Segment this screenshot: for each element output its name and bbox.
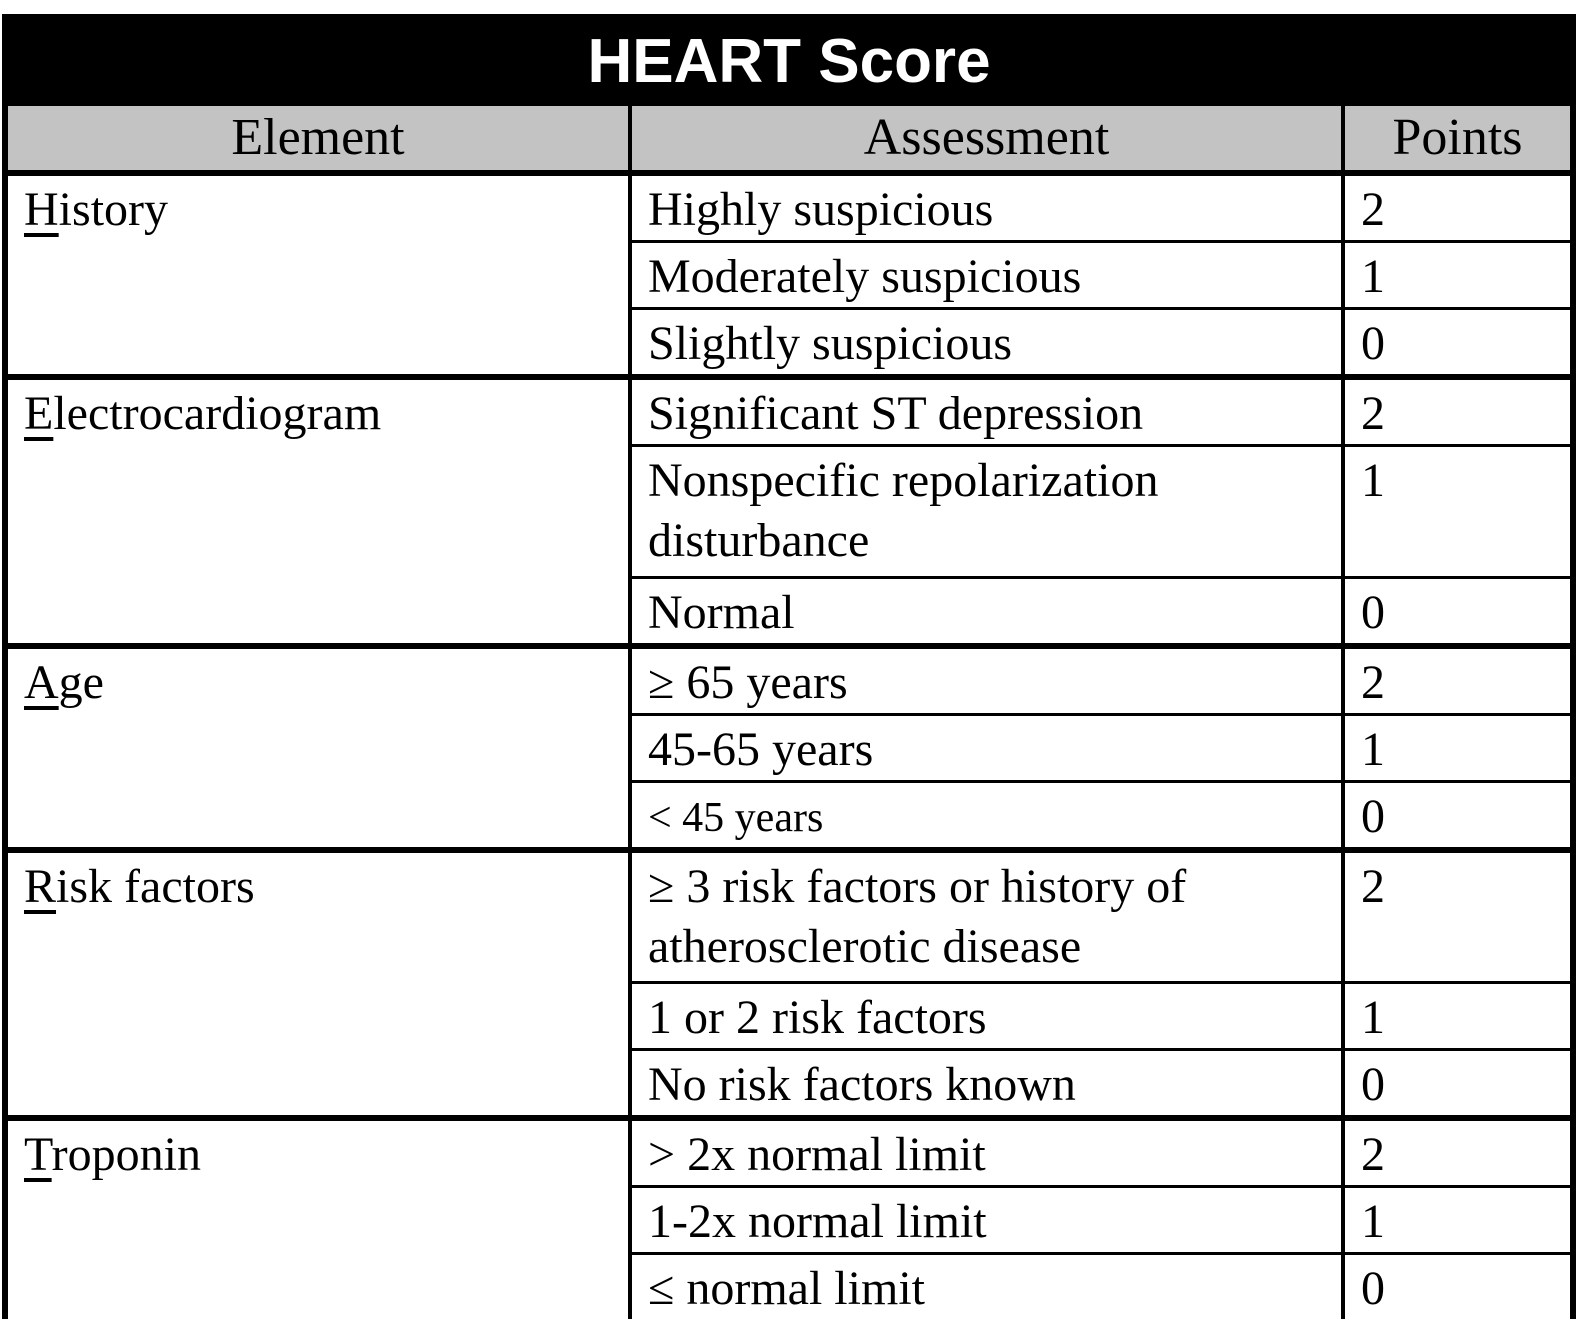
element-initial: H <box>24 183 59 236</box>
assessment-cell: Normal <box>628 576 1345 648</box>
element-rest: isk factors <box>56 860 255 913</box>
element-rest: istory <box>58 183 169 236</box>
element-cell-history: History <box>3 170 632 379</box>
table-row: 45-65 years 1 <box>5 713 1576 783</box>
assessment-cell: Significant ST depression <box>628 374 1345 447</box>
column-header-element: Element <box>3 103 632 175</box>
points-cell: 0 <box>1340 780 1576 852</box>
table-row: < 45 years 0 <box>5 780 1576 852</box>
points-cell: 0 <box>1340 307 1576 379</box>
assessment-cell: ≥ 65 years <box>628 643 1345 716</box>
assessment-cell: Nonspecific repolarization disturbance <box>628 444 1345 579</box>
table-row: 1 or 2 risk factors 1 <box>5 980 1576 1051</box>
points-cell: 2 <box>1340 643 1576 716</box>
heart-score-table: HEART Score Element Assessment Points Hi… <box>2 14 1576 1319</box>
element-cell-risk-factors: Risk factors <box>3 847 632 1119</box>
table-row: History Highly suspicious 2 <box>3 170 1576 379</box>
table-row: Slightly suspicious 0 <box>5 307 1576 379</box>
assessment-cell: 1 or 2 risk factors <box>628 980 1345 1051</box>
points-cell: 1 <box>1340 240 1576 310</box>
points-cell: 0 <box>1340 576 1576 648</box>
element-initial: R <box>24 860 57 913</box>
points-cell: 1 <box>1340 1184 1576 1255</box>
table-row: ≤ normal limit 0 <box>5 1251 1576 1319</box>
table-row: Troponin > 2x normal limit 2 <box>3 1114 1576 1319</box>
table-title: HEART Score <box>2 15 1576 106</box>
points-cell: 0 <box>1340 1251 1576 1319</box>
points-cell: 0 <box>1340 1047 1576 1119</box>
assessment-cell: Moderately suspicious <box>628 240 1345 310</box>
column-header-assessment: Assessment <box>628 103 1345 175</box>
points-cell: 1 <box>1340 713 1576 783</box>
points-cell: 2 <box>1340 170 1576 243</box>
assessment-cell: > 2x normal limit <box>628 1114 1345 1188</box>
element-initial: E <box>24 387 54 440</box>
element-rest: roponin <box>51 1127 201 1181</box>
table-row: Risk factors ≥ 3 risk factors or history… <box>3 847 1576 1119</box>
assessment-cell: Slightly suspicious <box>628 307 1345 379</box>
element-cell-troponin: Troponin <box>3 1114 632 1319</box>
element-initial: T <box>24 1127 52 1181</box>
points-cell: 1 <box>1340 980 1576 1051</box>
element-rest: lectrocardiogram <box>53 387 382 440</box>
column-header-points: Points <box>1340 103 1576 175</box>
assessment-cell: Highly suspicious <box>628 170 1345 243</box>
points-cell: 2 <box>1340 1114 1576 1188</box>
points-cell: 2 <box>1340 374 1576 447</box>
table-row: Age ≥ 65 years 2 <box>3 643 1576 852</box>
element-initial: A <box>24 656 59 709</box>
header-row: Element Assessment Points <box>3 103 1576 175</box>
points-cell: 1 <box>1340 444 1576 579</box>
table-row: Normal 0 <box>5 576 1576 648</box>
table-row: Electrocardiogram Significant ST depress… <box>3 374 1576 648</box>
assessment-cell: ≥ 3 risk factors or history of atheroscl… <box>628 847 1345 984</box>
element-cell-age: Age <box>3 643 632 852</box>
table-row: No risk factors known 0 <box>5 1047 1576 1119</box>
table-row: Nonspecific repolarization disturbance 1 <box>5 444 1576 579</box>
assessment-cell: No risk factors known <box>628 1047 1345 1119</box>
table-row: 1-2x normal limit 1 <box>5 1184 1576 1255</box>
points-cell: 2 <box>1340 847 1576 984</box>
title-row: HEART Score <box>2 15 1576 106</box>
element-cell-electrocardiogram: Electrocardiogram <box>3 374 632 648</box>
assessment-cell: 45-65 years <box>628 713 1345 783</box>
assessment-cell: ≤ normal limit <box>628 1251 1345 1319</box>
assessment-cell: < 45 years <box>628 780 1345 852</box>
element-rest: ge <box>58 656 104 709</box>
assessment-cell: 1-2x normal limit <box>628 1184 1345 1255</box>
table-row: Moderately suspicious 1 <box>5 240 1576 310</box>
